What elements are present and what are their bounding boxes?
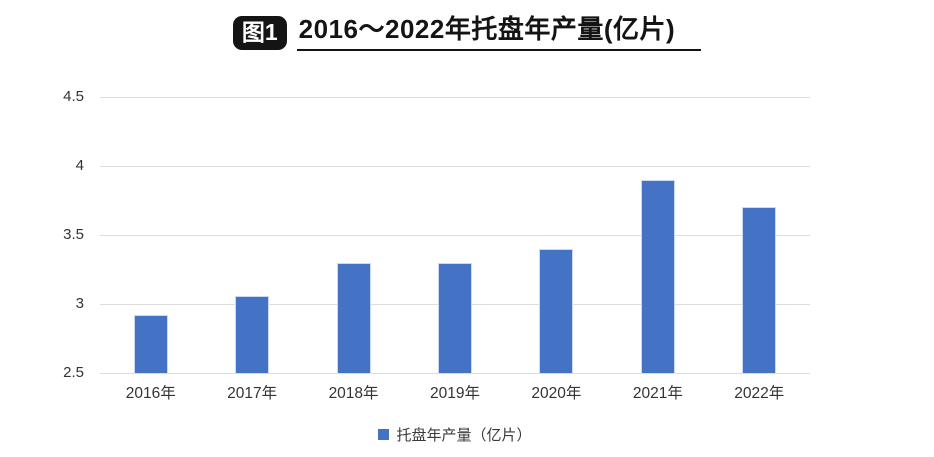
x-tick-label: 2021年 — [632, 385, 683, 402]
figure-number-badge: 图1 — [232, 15, 287, 50]
x-tick-label: 2020年 — [531, 385, 582, 402]
bar-2016年 — [133, 315, 168, 373]
y-tick-label: 2.5 — [63, 364, 84, 382]
gridline — [100, 235, 810, 236]
x-tick-label: 2018年 — [328, 385, 379, 402]
bar-2021年 — [640, 179, 675, 373]
bar-2019年 — [438, 262, 472, 373]
y-axis: 2.5 3 3.5 4 4.5 — [0, 88, 92, 381]
x-axis: 2016年 2017年 2018年 2019年 2020年 2021年 2022年 — [100, 381, 810, 403]
gridline — [100, 97, 810, 98]
legend: 托盘年产量（亿片） — [100, 424, 810, 445]
gridline — [100, 166, 810, 167]
x-tick-label: 2019年 — [430, 385, 480, 402]
bar-2020年 — [539, 248, 574, 373]
plot-area — [100, 97, 810, 374]
y-tick-label: 3 — [75, 295, 84, 313]
x-tick-label: 2017年 — [227, 385, 278, 402]
chart-title: 2016～2022年托盘年产量(亿片) — [296, 15, 702, 51]
y-tick-label: 4 — [75, 157, 84, 175]
gridline — [100, 373, 810, 374]
bar-2017年 — [235, 295, 270, 373]
chart-title-row: 图1 2016～2022年托盘年产量(亿片) — [0, 15, 934, 51]
bar-2018年 — [336, 262, 371, 373]
x-tick-label: 2022年 — [734, 385, 785, 402]
y-tick-label: 3.5 — [63, 226, 84, 244]
legend-marker-swatch — [378, 429, 390, 440]
y-tick-label: 4.5 — [63, 88, 84, 106]
legend-label: 托盘年产量（亿片） — [396, 427, 532, 444]
x-tick-label: 2016年 — [125, 385, 176, 402]
bar-2022年 — [742, 207, 777, 373]
